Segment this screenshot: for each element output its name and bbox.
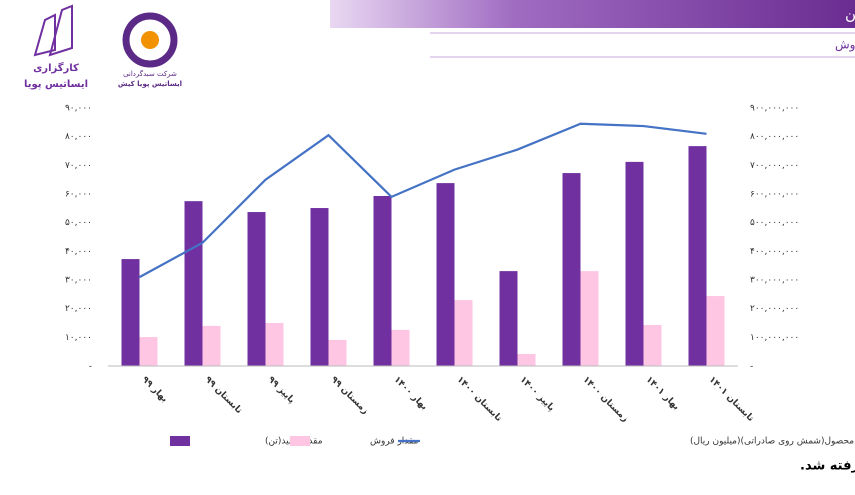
bar [706,296,725,366]
bar [247,212,266,366]
y2-tick-label: ۹۰۰,۰۰۰,۰۰۰ [750,104,799,114]
note: مقدار تولید و فروش برای ۶ ماه دوم سال ۱۴… [800,458,855,474]
x-tick-label: زمستان ۹۹ [329,375,371,417]
logo-text: ایساتیس پویا [24,79,88,90]
y-tick-label: ۴۰,۰۰۰ [65,247,92,257]
y2-tick-label: ۲۰۰,۰۰۰,۰۰۰ [750,304,799,314]
y2-tick-label: ۵۰۰,۰۰۰,۰۰۰ [750,218,799,228]
y2-tick-label: ۸۰۰,۰۰۰,۰۰۰ [750,132,799,142]
x-tick-label: پاییز ۹۹ [266,375,297,406]
x-tick-label: تابستان ۹۹ [203,375,244,416]
logo-broker: کارگزاری ایساتیس پویا [24,4,88,90]
bar [265,323,284,366]
legend-swatch [290,436,310,446]
y2-tick-label: ۶۰۰,۰۰۰,۰۰۰ [750,190,799,200]
y2-tick-label: ۳۰۰,۰۰۰,۰۰۰ [750,276,799,286]
legend-label: نرخ فروش مهمترین محصول(شمش روی صادراتی)(… [690,437,855,447]
bar [517,353,536,366]
chart-subtitle: مقدار تولید و فروش [835,38,855,53]
x-tick-label: تابستان ۱۴۰۱ [707,375,756,424]
chart-title: تحلیل جامع نماد فاسمین [845,5,855,23]
logo-fund: شرکت سبدگردانی ایساتیس پویا کیش [118,12,182,88]
bar [184,201,203,366]
legend-swatch [170,436,190,446]
bar [562,173,581,366]
x-tick-label: تابستان ۱۴۰۰ [455,375,504,424]
header-band [330,0,855,28]
bar [454,300,473,366]
y2-tick-label: ۷۰۰,۰۰۰,۰۰۰ [750,161,799,171]
y2-tick-label: ۱۰۰,۰۰۰,۰۰۰ [750,333,799,343]
bar [373,196,392,366]
logo-text: ایساتیس پویا کیش [118,80,182,88]
x-tick-label: زمستان ۱۴۰۰ [581,375,630,424]
bar [391,329,410,366]
y-tick-label: ۶۰,۰۰۰ [65,190,92,200]
y-tick-label: ۷۰,۰۰۰ [65,161,92,171]
logo-text: کارگزاری [33,61,79,74]
bar [643,325,662,366]
y2-tick-label: ۴۰۰,۰۰۰,۰۰۰ [750,247,799,257]
x-tick-label: بهار ۱۴۰۱ [644,375,681,412]
x-tick-label: پاییز ۱۴۰۰ [518,375,557,414]
y2-tick-label: - [750,362,753,372]
bar [688,146,707,366]
y-tick-label: ۳۰,۰۰۰ [65,276,92,286]
bar [436,183,455,366]
legend-label: مقدار فروش [370,437,419,447]
bar [121,259,140,366]
logo-text: شرکت سبدگردانی [123,69,177,78]
y-tick-label: ۹۰,۰۰۰ [65,104,92,114]
bar [310,208,329,366]
bar [625,161,644,366]
bar [139,337,158,366]
bar [328,339,347,366]
y-tick-label: - [89,362,92,372]
bar [202,325,221,366]
x-tick-label: بهار ۱۴۰۰ [392,375,429,412]
x-tick-label: بهار ۹۹ [140,375,170,405]
y-tick-label: ۱۰,۰۰۰ [65,333,92,343]
bar [499,271,518,366]
bar [580,271,599,366]
y-tick-label: ۵۰,۰۰۰ [65,218,92,228]
y-tick-label: ۲۰,۰۰۰ [65,304,92,314]
y-tick-label: ۸۰,۰۰۰ [65,132,92,142]
line [138,122,707,279]
